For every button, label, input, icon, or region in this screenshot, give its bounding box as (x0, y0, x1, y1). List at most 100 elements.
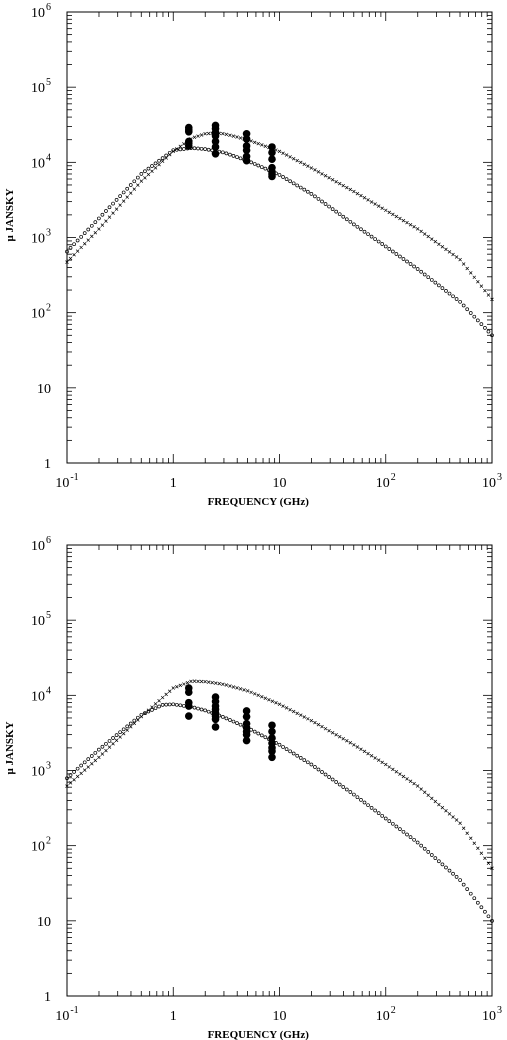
model-point (150, 164, 154, 168)
model-point (405, 259, 409, 264)
model-point (437, 859, 441, 864)
model-point (192, 705, 197, 710)
model-point (221, 682, 225, 686)
data-point (268, 143, 276, 151)
model-point (337, 181, 342, 186)
model-point (302, 187, 307, 192)
model-point (355, 795, 360, 800)
model-point (121, 731, 126, 736)
model-point (447, 250, 452, 254)
model-point (426, 275, 431, 280)
model-point (373, 237, 377, 241)
model-point (320, 199, 324, 204)
model-point (284, 747, 289, 751)
model-point (277, 742, 282, 747)
y-tick-label: 106 (31, 2, 51, 21)
y-tick-label: 105 (31, 77, 51, 96)
model-point (143, 711, 147, 715)
model-point (345, 739, 349, 743)
model-point (104, 741, 108, 746)
model-point (465, 887, 470, 891)
model-point (167, 152, 172, 157)
y-tick-label: 102 (31, 836, 51, 855)
model-point (111, 211, 115, 215)
model-point (185, 680, 190, 685)
model-point (433, 856, 438, 860)
model-point (320, 724, 324, 729)
model-point (118, 730, 122, 735)
model-point (330, 207, 335, 211)
model-point (231, 134, 236, 138)
model-point (93, 758, 98, 763)
series-3-filled-circle (184, 121, 276, 181)
model-point (394, 769, 399, 774)
model-point (228, 133, 232, 138)
model-point (352, 792, 356, 797)
model-point (348, 187, 353, 192)
model-point (355, 745, 360, 749)
y-axis-title: μ JANSKY (4, 188, 16, 241)
model-point (415, 784, 420, 788)
model-point (167, 702, 172, 707)
model-point (476, 846, 480, 850)
model-point (327, 204, 331, 209)
model-point (277, 149, 282, 154)
model-point (419, 787, 423, 791)
model-point (281, 745, 285, 749)
model-point (330, 777, 335, 782)
model-point (490, 918, 494, 923)
model-point (422, 272, 427, 277)
model-point (164, 692, 168, 697)
data-point (184, 702, 193, 710)
model-point (224, 132, 229, 137)
model-point (228, 718, 232, 722)
model-point (175, 147, 179, 151)
x-tick-label: 10-1 (55, 472, 78, 491)
data-point (184, 127, 193, 136)
model-point (235, 155, 239, 159)
model-point (86, 757, 91, 762)
model-point (107, 739, 112, 743)
model-point (348, 741, 353, 745)
model-point (79, 245, 83, 250)
model-point (341, 183, 345, 188)
model-point (196, 679, 200, 684)
model-point (384, 208, 388, 213)
model-point (472, 841, 477, 845)
model-point (267, 698, 271, 702)
model-point (422, 790, 427, 794)
model-point (291, 751, 296, 756)
model-point (401, 774, 406, 779)
model-point (136, 718, 140, 722)
model-point (419, 843, 424, 848)
model-point (150, 707, 154, 712)
y-tick-label: 10 (37, 382, 51, 397)
model-point (125, 724, 130, 729)
model-point (295, 158, 299, 163)
model-point (189, 679, 193, 684)
model-point (451, 815, 455, 819)
model-point (479, 851, 484, 856)
model-point (164, 702, 169, 707)
model-point (263, 696, 268, 701)
y-tick-label: 1 (44, 990, 51, 1005)
model-point (451, 871, 455, 876)
model-point (323, 202, 328, 206)
model-point (256, 163, 261, 168)
data-point (242, 707, 251, 715)
model-point (387, 247, 392, 251)
model-point (153, 702, 158, 706)
model-point (299, 160, 303, 165)
model-point (252, 140, 257, 145)
model-point (337, 212, 342, 217)
model-point (252, 692, 257, 696)
model-point (260, 695, 264, 699)
model-point (313, 720, 317, 725)
model-point (220, 150, 225, 155)
model-point (146, 172, 151, 177)
data-point (242, 736, 251, 745)
model-point (369, 200, 374, 204)
model-point (362, 800, 367, 805)
y-tick-label: 104 (31, 685, 51, 704)
